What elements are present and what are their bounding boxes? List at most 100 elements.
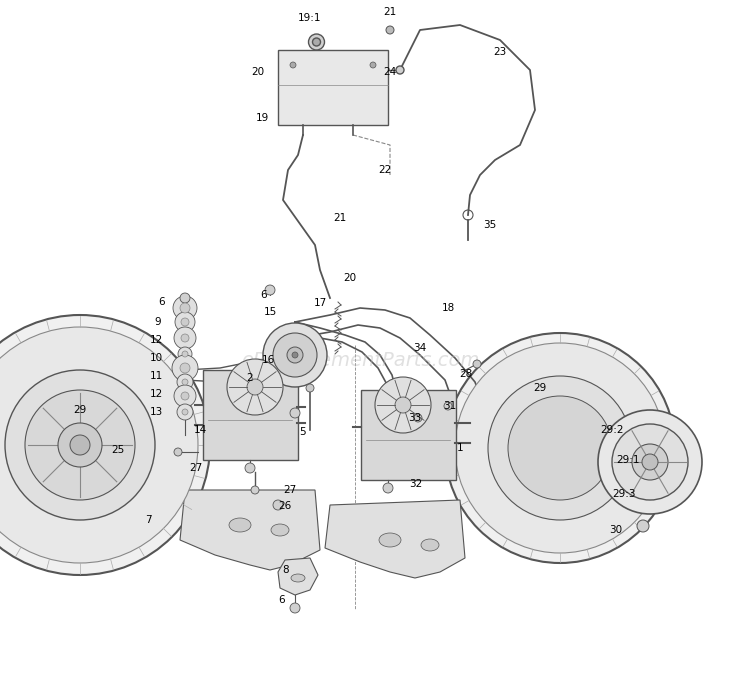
Circle shape	[290, 603, 300, 613]
Circle shape	[177, 404, 193, 420]
Circle shape	[177, 374, 193, 390]
Circle shape	[180, 363, 190, 373]
Circle shape	[313, 38, 320, 46]
Text: 31: 31	[443, 401, 457, 411]
Circle shape	[308, 34, 325, 50]
Circle shape	[5, 370, 155, 520]
FancyBboxPatch shape	[361, 390, 456, 480]
Text: 7: 7	[145, 515, 152, 525]
Text: 1: 1	[457, 443, 464, 453]
FancyBboxPatch shape	[203, 370, 298, 460]
Circle shape	[181, 392, 189, 400]
Circle shape	[637, 520, 649, 532]
Text: 33: 33	[408, 413, 422, 423]
Text: 24: 24	[383, 67, 397, 77]
Text: 9: 9	[154, 317, 161, 327]
Text: 29:3: 29:3	[612, 489, 636, 499]
Circle shape	[444, 402, 452, 410]
Text: 19:1: 19:1	[298, 13, 322, 23]
Text: 20: 20	[344, 273, 356, 283]
Text: 22: 22	[378, 165, 392, 175]
Circle shape	[182, 351, 188, 357]
Circle shape	[172, 355, 198, 381]
Circle shape	[182, 409, 188, 415]
Circle shape	[455, 343, 665, 553]
Circle shape	[445, 333, 675, 563]
Circle shape	[612, 424, 688, 500]
Text: 21: 21	[333, 213, 346, 223]
Text: 23: 23	[494, 47, 507, 57]
Circle shape	[508, 396, 612, 500]
Text: 21: 21	[383, 7, 397, 17]
Circle shape	[290, 408, 300, 418]
Circle shape	[375, 377, 431, 433]
Polygon shape	[325, 500, 465, 578]
Circle shape	[273, 333, 317, 377]
Circle shape	[383, 483, 393, 493]
Text: 30: 30	[610, 525, 622, 535]
Text: 11: 11	[149, 371, 163, 381]
Text: 29: 29	[533, 383, 547, 393]
Circle shape	[180, 303, 190, 313]
Circle shape	[58, 423, 102, 467]
Text: 32: 32	[410, 479, 423, 489]
Circle shape	[0, 315, 210, 575]
Circle shape	[395, 397, 411, 413]
Text: 12: 12	[149, 335, 163, 345]
Circle shape	[273, 500, 283, 510]
Ellipse shape	[291, 574, 305, 582]
Circle shape	[642, 454, 658, 470]
Polygon shape	[180, 490, 320, 570]
Circle shape	[25, 390, 135, 500]
Text: 2: 2	[247, 373, 254, 383]
Circle shape	[414, 414, 422, 422]
Ellipse shape	[271, 524, 289, 536]
Circle shape	[182, 379, 188, 385]
Ellipse shape	[379, 533, 401, 547]
Text: 13: 13	[149, 407, 163, 417]
Text: 8: 8	[283, 565, 290, 575]
Text: 27: 27	[284, 485, 296, 495]
Text: 17: 17	[314, 298, 327, 308]
Text: 34: 34	[413, 343, 427, 353]
Circle shape	[306, 384, 314, 392]
Circle shape	[245, 463, 255, 473]
Text: 19: 19	[255, 113, 268, 123]
Text: 6: 6	[279, 595, 285, 605]
Circle shape	[386, 26, 394, 34]
Circle shape	[287, 347, 303, 363]
Circle shape	[396, 66, 404, 74]
Text: 27: 27	[189, 463, 202, 473]
Ellipse shape	[229, 518, 251, 532]
Circle shape	[290, 62, 296, 68]
Text: 15: 15	[263, 307, 277, 317]
Circle shape	[247, 379, 263, 395]
Text: 28: 28	[459, 369, 472, 379]
Text: 6: 6	[159, 297, 165, 307]
Circle shape	[0, 327, 198, 563]
Circle shape	[251, 486, 259, 494]
FancyBboxPatch shape	[278, 50, 388, 125]
Ellipse shape	[421, 539, 439, 551]
Circle shape	[180, 293, 190, 303]
Text: 29: 29	[74, 405, 86, 415]
Text: 26: 26	[278, 501, 292, 511]
Circle shape	[175, 312, 195, 332]
Circle shape	[70, 435, 90, 455]
Circle shape	[174, 448, 182, 456]
Circle shape	[227, 359, 283, 415]
Text: 16: 16	[261, 355, 274, 365]
Circle shape	[598, 410, 702, 514]
Circle shape	[173, 296, 197, 320]
Circle shape	[488, 376, 632, 520]
Circle shape	[473, 360, 481, 368]
Circle shape	[265, 285, 275, 295]
Circle shape	[181, 318, 189, 326]
Text: 6: 6	[261, 290, 267, 300]
Text: 10: 10	[149, 353, 163, 363]
Circle shape	[292, 352, 298, 358]
Text: 5: 5	[298, 427, 305, 437]
Polygon shape	[278, 558, 318, 595]
Text: 29:2: 29:2	[600, 425, 624, 435]
Text: 25: 25	[111, 445, 125, 455]
